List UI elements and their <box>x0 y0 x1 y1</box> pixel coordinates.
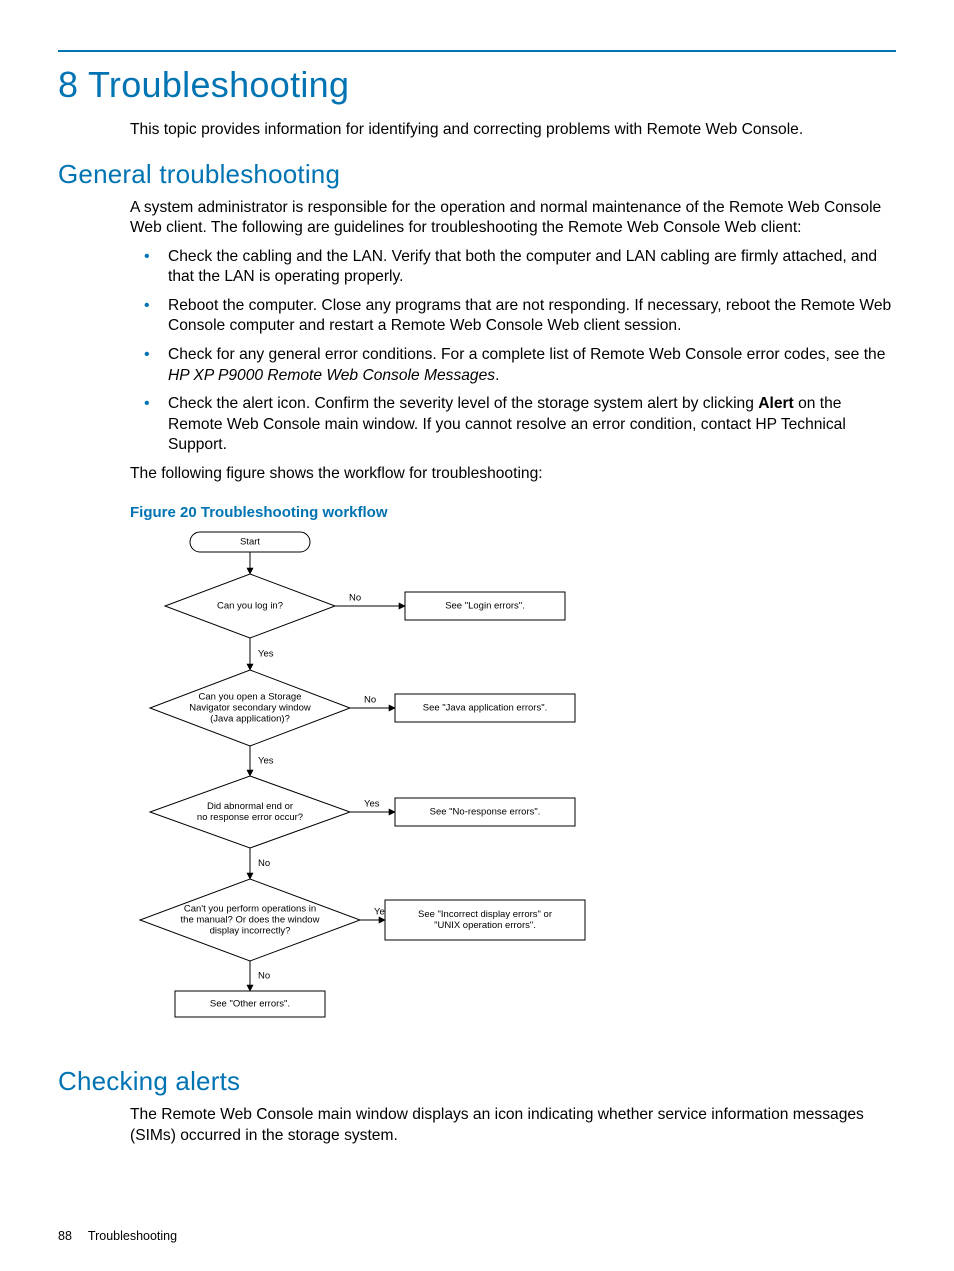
figure-caption: Figure 20 Troubleshooting workflow <box>130 503 896 523</box>
svg-text:Navigator secondary window: Navigator secondary window <box>189 703 311 714</box>
svg-text:Start: Start <box>240 537 260 548</box>
svg-text:No: No <box>349 593 361 604</box>
svg-text:Did abnormal end or: Did abnormal end or <box>207 801 293 812</box>
flowchart-svg: NoYesNoYesYesNoYesNoStartCan you log in?… <box>130 528 620 1048</box>
section1-body: A system administrator is responsible fo… <box>130 198 896 1049</box>
bullet-text-tail: . <box>495 367 499 384</box>
svg-text:See "Other errors".: See "Other errors". <box>210 999 290 1010</box>
bullet-text: Check for any general error conditions. … <box>168 346 885 363</box>
troubleshooting-flowchart: NoYesNoYesYesNoYesNoStartCan you log in?… <box>130 528 620 1048</box>
svg-text:Can you log in?: Can you log in? <box>217 601 283 612</box>
bullet-item: Reboot the computer. Close any programs … <box>130 296 896 337</box>
svg-text:No: No <box>364 695 376 706</box>
svg-text:See "Incorrect display errors": See "Incorrect display errors" or <box>418 909 552 920</box>
chapter-heading: 8 Troubleshooting <box>58 64 896 106</box>
bullet-italic: HP XP P9000 Remote Web Console Messages <box>168 367 495 384</box>
svg-text:Yes: Yes <box>258 756 274 767</box>
intro-text: This topic provides information for iden… <box>130 120 896 141</box>
bullet-bold: Alert <box>758 395 794 412</box>
svg-text:See "Login errors".: See "Login errors". <box>445 601 525 612</box>
svg-text:See "Java application errors".: See "Java application errors". <box>423 703 548 714</box>
bullet-item: Check the cabling and the LAN. Verify th… <box>130 247 896 288</box>
bullet-item: Check the alert icon. Confirm the severi… <box>130 394 896 456</box>
svg-text:the manual? Or does the window: the manual? Or does the window <box>181 915 320 926</box>
after-bullets: The following figure shows the workflow … <box>130 464 896 485</box>
svg-text:No: No <box>258 858 270 869</box>
svg-text:"UNIX operation errors".: "UNIX operation errors". <box>434 920 536 931</box>
svg-text:Yes: Yes <box>364 799 380 810</box>
bullet-list: Check the cabling and the LAN. Verify th… <box>130 247 896 456</box>
bullet-text: Check the alert icon. Confirm the severi… <box>168 395 758 412</box>
svg-text:(Java application)?: (Java application)? <box>210 714 290 725</box>
intro-block: This topic provides information for iden… <box>130 120 896 141</box>
running-title: Troubleshooting <box>88 1229 177 1243</box>
top-rule <box>58 50 896 52</box>
svg-text:Can you open a Storage: Can you open a Storage <box>199 692 302 703</box>
section1-lead: A system administrator is responsible fo… <box>130 198 896 239</box>
svg-text:no response error occur?: no response error occur? <box>197 812 303 823</box>
bullet-text: Check the cabling and the LAN. Verify th… <box>168 248 877 286</box>
svg-text:Yes: Yes <box>258 649 274 660</box>
section-checking-heading: Checking alerts <box>58 1066 896 1097</box>
svg-text:No: No <box>258 971 270 982</box>
page-footer: 88 Troubleshooting <box>58 1229 177 1243</box>
section2-body: The Remote Web Console main window displ… <box>130 1105 896 1146</box>
page: 8 Troubleshooting This topic provides in… <box>0 0 954 1271</box>
svg-text:See "No-response errors".: See "No-response errors". <box>430 807 541 818</box>
page-number: 88 <box>58 1229 72 1243</box>
svg-text:display incorrectly?: display incorrectly? <box>210 926 291 937</box>
bullet-item: Check for any general error conditions. … <box>130 345 896 386</box>
svg-text:Can't you perform operations i: Can't you perform operations in <box>184 904 316 915</box>
section2-text: The Remote Web Console main window displ… <box>130 1105 896 1146</box>
bullet-text: Reboot the computer. Close any programs … <box>168 297 891 335</box>
section-general-heading: General troubleshooting <box>58 159 896 190</box>
